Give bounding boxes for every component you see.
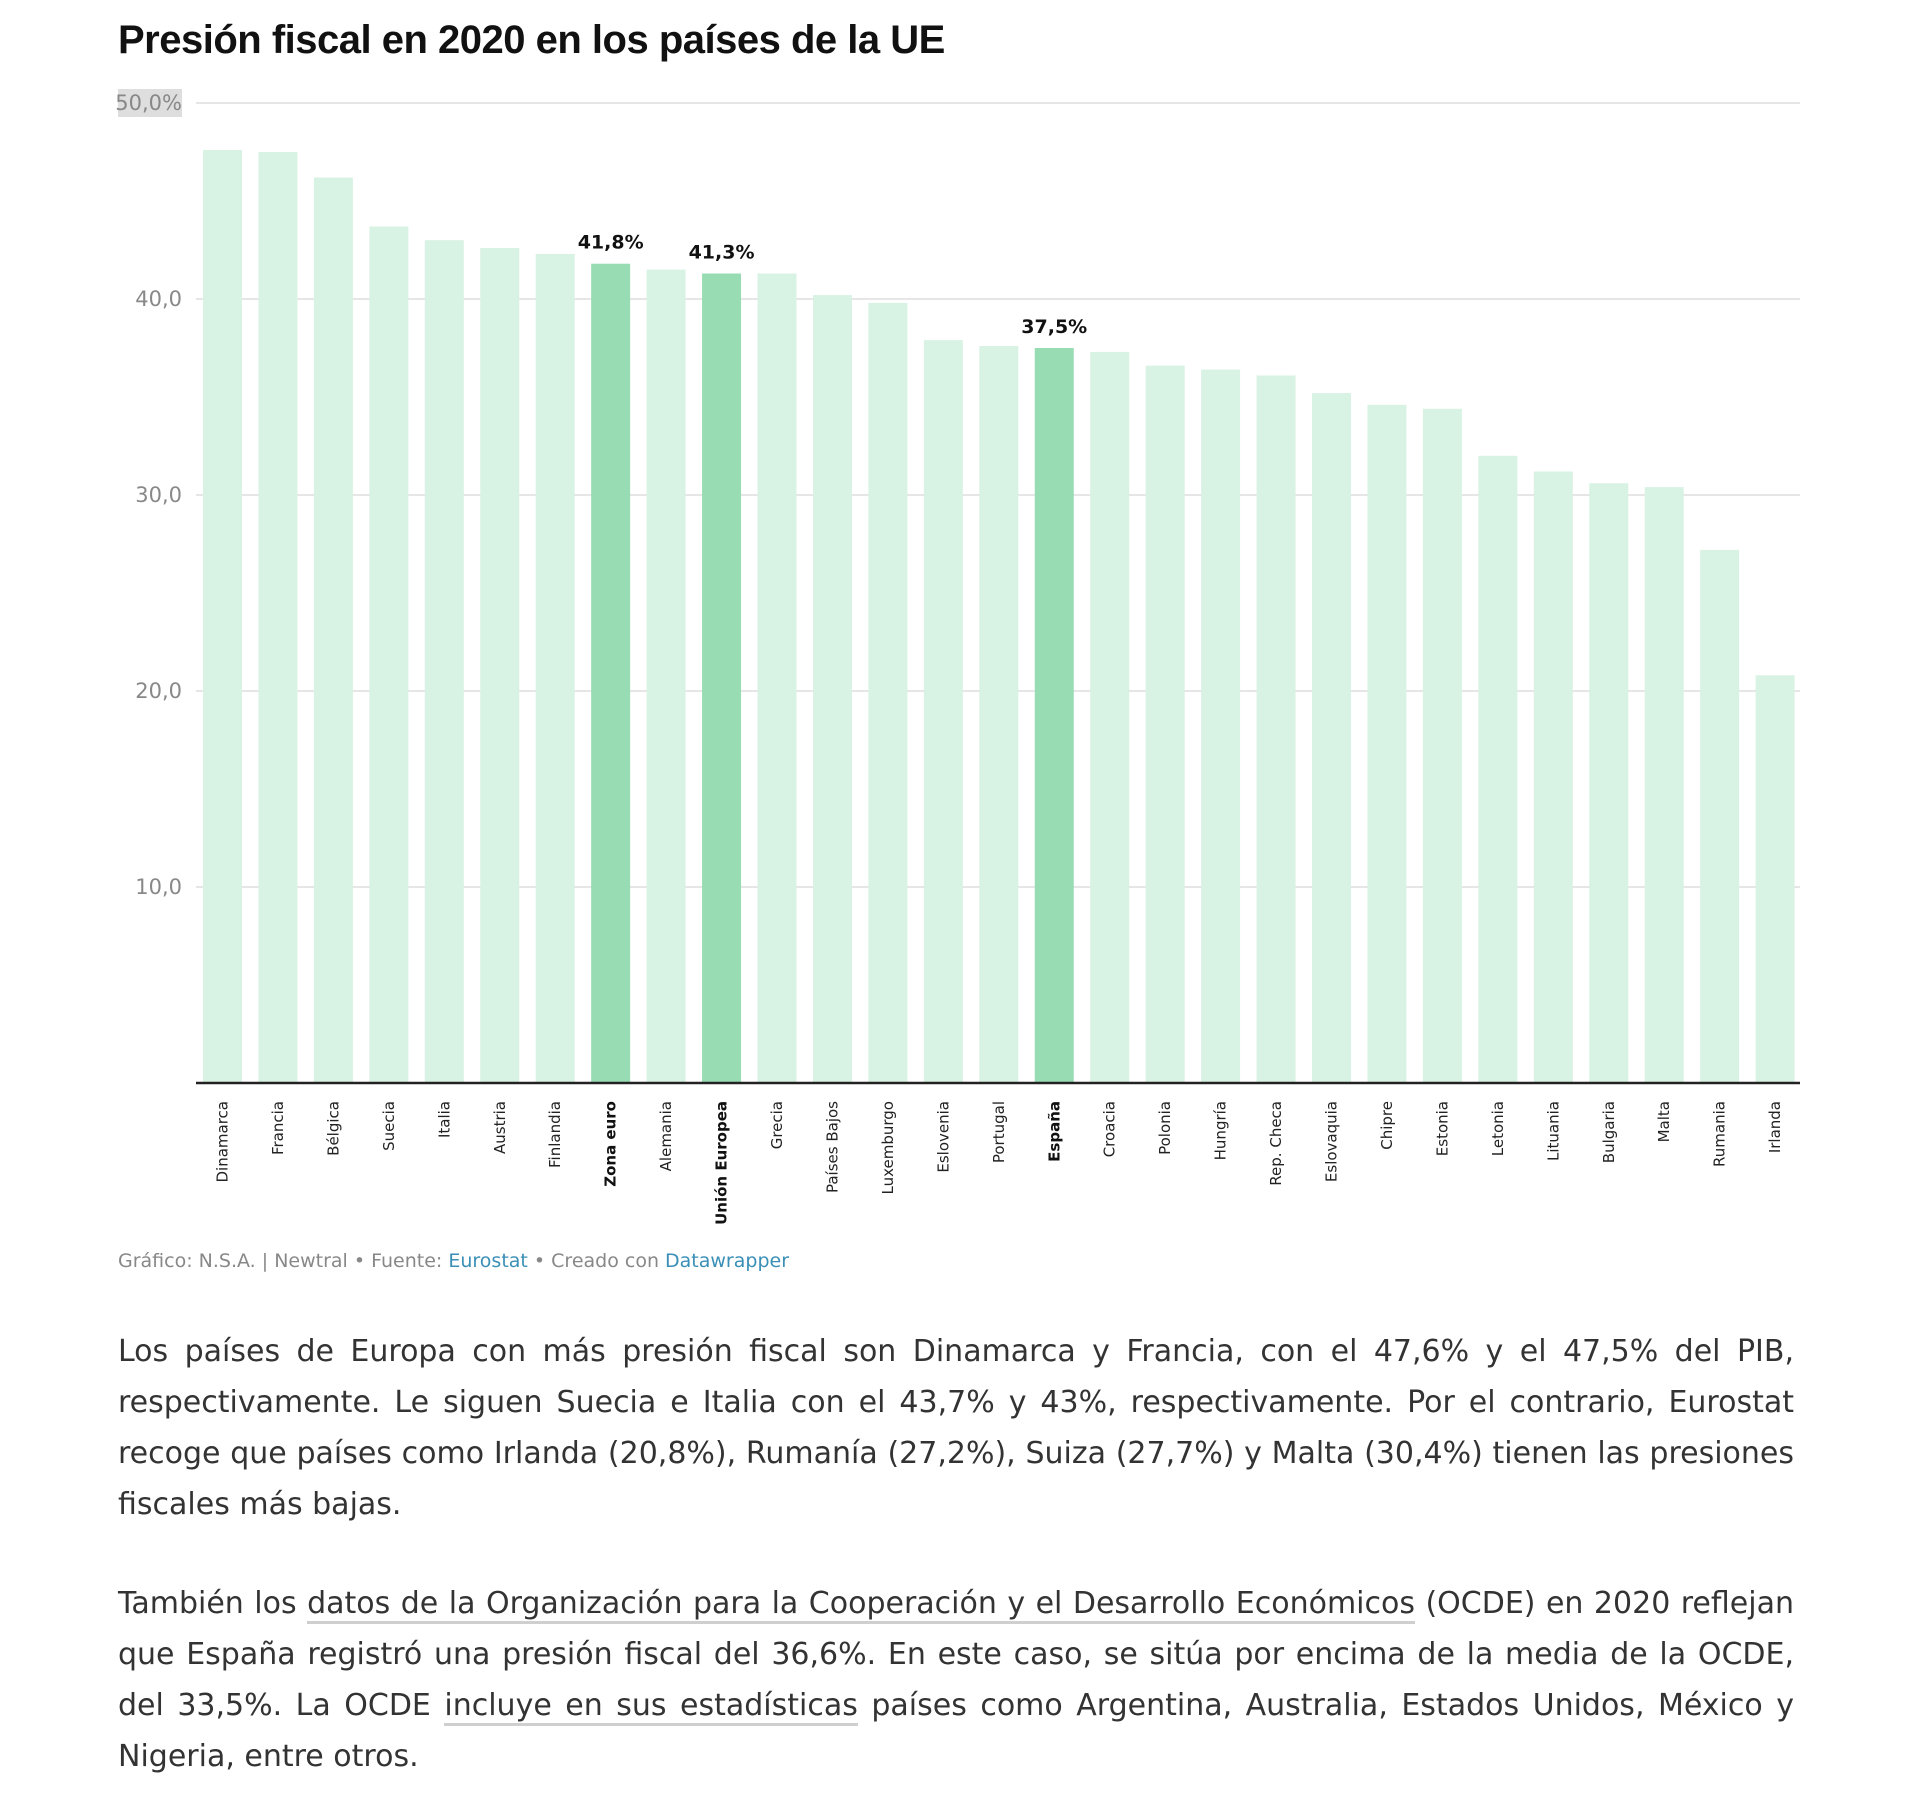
bar-zona-euro[interactable] [591,263,631,1084]
y-tick-label: 20,0 [135,679,182,703]
labels: 10,0 20,0 30,0 40,0 50,0% Dinamarca Francia Bél… [115,91,1784,1225]
x-tick-label: Grecia [768,1101,786,1149]
article-paragraph-2: También los datos de la Organización par… [118,1578,1794,1782]
x-tick-label: Malta [1655,1101,1673,1142]
chart-title: Presión fiscal en 2020 en los países de … [118,18,945,62]
x-tick-label: Hungría [1212,1101,1230,1160]
value-label: 41,3% [689,242,755,264]
x-tick-label: Unión Europea [713,1101,731,1225]
article-paragraph-1: Los países de Europa con más presión fis… [118,1334,1794,1522]
x-tick-label: Italia [435,1101,453,1138]
bar-unión-europea[interactable] [702,273,742,1083]
x-tick-label: Rep. Checa [1267,1101,1285,1186]
value-label: 41,8% [578,232,644,254]
bar-eslovenia[interactable] [923,340,963,1083]
bar-francia[interactable] [258,152,298,1083]
x-tick-label: Bélgica [324,1101,342,1156]
p2-text-b: (OCDE) en 2020 reflejan que España regis… [118,1586,1794,1723]
x-tick-label: Estonia [1433,1101,1451,1156]
bar-luxemburgo[interactable] [868,302,908,1083]
bar-españa[interactable] [1034,348,1074,1083]
x-tick-label: Dinamarca [214,1101,232,1183]
p2-text-c: países como Argentina, Australia, Estado… [118,1688,1794,1774]
y-tick-label: 30,0 [135,483,182,507]
bar-austria[interactable] [480,248,520,1084]
bar-polonia[interactable] [1145,365,1185,1083]
bar-eslovaquia[interactable] [1312,393,1351,1084]
bar-chart: 10,0 20,0 30,0 40,0 50,0% Dinamarca Francia Bél… [115,89,1800,1225]
y-tick-label: 50,0% [115,91,182,115]
bar-italia[interactable] [424,240,464,1083]
x-tick-label: Eslovaquia [1323,1101,1341,1182]
bar-dinamarca[interactable] [203,150,242,1083]
x-tick-label: Lituania [1544,1101,1562,1161]
bar-rep.-checa[interactable] [1256,375,1296,1083]
x-tick-label: Irlanda [1766,1101,1784,1153]
x-tick-label: Croacia [1101,1101,1119,1157]
p2-text-a: También los [118,1586,308,1621]
x-tick-label: Portugal [990,1101,1008,1163]
bar-hungría[interactable] [1201,369,1241,1083]
y-tick-label: 40,0 [135,287,182,311]
x-tick-label: Chipre [1378,1101,1396,1150]
x-tick-label: Austria [491,1101,509,1154]
x-tick-label: Polonia [1156,1101,1174,1155]
x-tick-label: Bulgaria [1600,1101,1618,1163]
bar-finlandia[interactable] [535,253,575,1084]
x-tick-label: España [1045,1101,1063,1162]
x-tick-label: Finlandia [546,1101,564,1168]
x-tick-label: Alemania [657,1101,675,1171]
bar-grecia[interactable] [757,273,797,1083]
bar-rumania[interactable] [1700,549,1740,1083]
bar-alemania[interactable] [646,269,686,1084]
bar-irlanda[interactable] [1755,675,1795,1083]
credit-middle: • Creado con [527,1250,666,1272]
value-label: 37,5% [1021,316,1087,338]
x-tick-label: Eslovenia [934,1101,952,1173]
bar-suecia[interactable] [369,226,409,1084]
bar-países-bajos[interactable] [812,295,852,1083]
bar-chipre[interactable] [1367,404,1407,1084]
x-tick-label: Luxemburgo [879,1101,897,1195]
bar-portugal[interactable] [979,346,1019,1083]
x-tick-label: Suecia [380,1101,398,1151]
bar-malta[interactable] [1644,487,1684,1083]
source-link[interactable]: Eurostat [448,1250,528,1272]
bar-bélgica[interactable] [313,177,353,1084]
bar-letonia[interactable] [1478,455,1518,1083]
x-tick-label: Rumania [1711,1101,1729,1167]
ocde-data-link[interactable]: datos de la Organización para la Coopera… [307,1586,1415,1624]
datawrapper-link[interactable]: Datawrapper [665,1250,790,1272]
ocde-statistics-link[interactable]: incluye en sus estadísticas [444,1688,858,1726]
y-tick-label: 10,0 [135,875,182,899]
x-tick-label: Zona euro [602,1101,620,1187]
x-tick-label: Países Bajos [823,1101,841,1193]
chart-credit: Gráfico: N.S.A. | Newtral • Fuente: Euro… [118,1250,789,1272]
bars [203,150,1795,1084]
bar-bulgaria[interactable] [1589,483,1629,1083]
x-tick-label: Letonia [1489,1101,1507,1156]
top-tick-highlight [118,89,182,117]
x-tick-label: Francia [269,1101,287,1155]
credit-prefix: Gráfico: N.S.A. | Newtral • Fuente: [118,1250,449,1272]
bar-estonia[interactable] [1422,408,1462,1083]
bar-croacia[interactable] [1090,351,1130,1083]
bar-lituania[interactable] [1533,471,1573,1084]
